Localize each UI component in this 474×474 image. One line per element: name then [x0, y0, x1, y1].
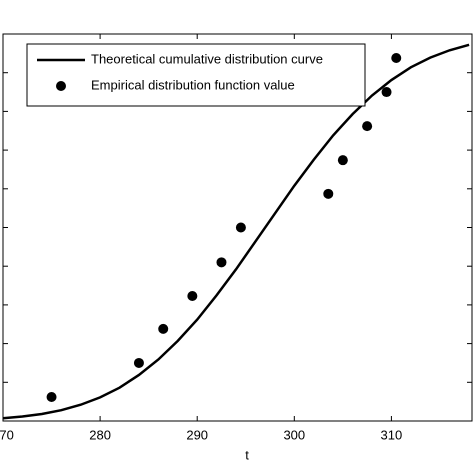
legend-label: Empirical distribution function value [91, 77, 295, 92]
x-tick-label: 280 [89, 427, 111, 442]
data-point [235, 222, 246, 233]
data-point [187, 290, 198, 301]
legend-label: Theoretical cumulative distribution curv… [91, 51, 323, 66]
data-point [46, 392, 57, 403]
data-point [158, 323, 169, 334]
data-point [337, 155, 348, 166]
data-point [381, 87, 392, 98]
data-point [216, 257, 227, 268]
data-point [362, 121, 373, 132]
legend-box [26, 43, 366, 107]
x-tick-label: 300 [283, 427, 305, 442]
legend-marker [56, 81, 66, 91]
data-point [133, 357, 144, 368]
x-tick-label: 290 [186, 427, 208, 442]
data-point [323, 188, 334, 199]
x-axis-label: t [245, 447, 249, 462]
cdf-line [2, 43, 470, 420]
x-tick-label: 310 [381, 427, 403, 442]
x-tick-label: 270 [0, 427, 14, 442]
data-point [391, 52, 402, 63]
